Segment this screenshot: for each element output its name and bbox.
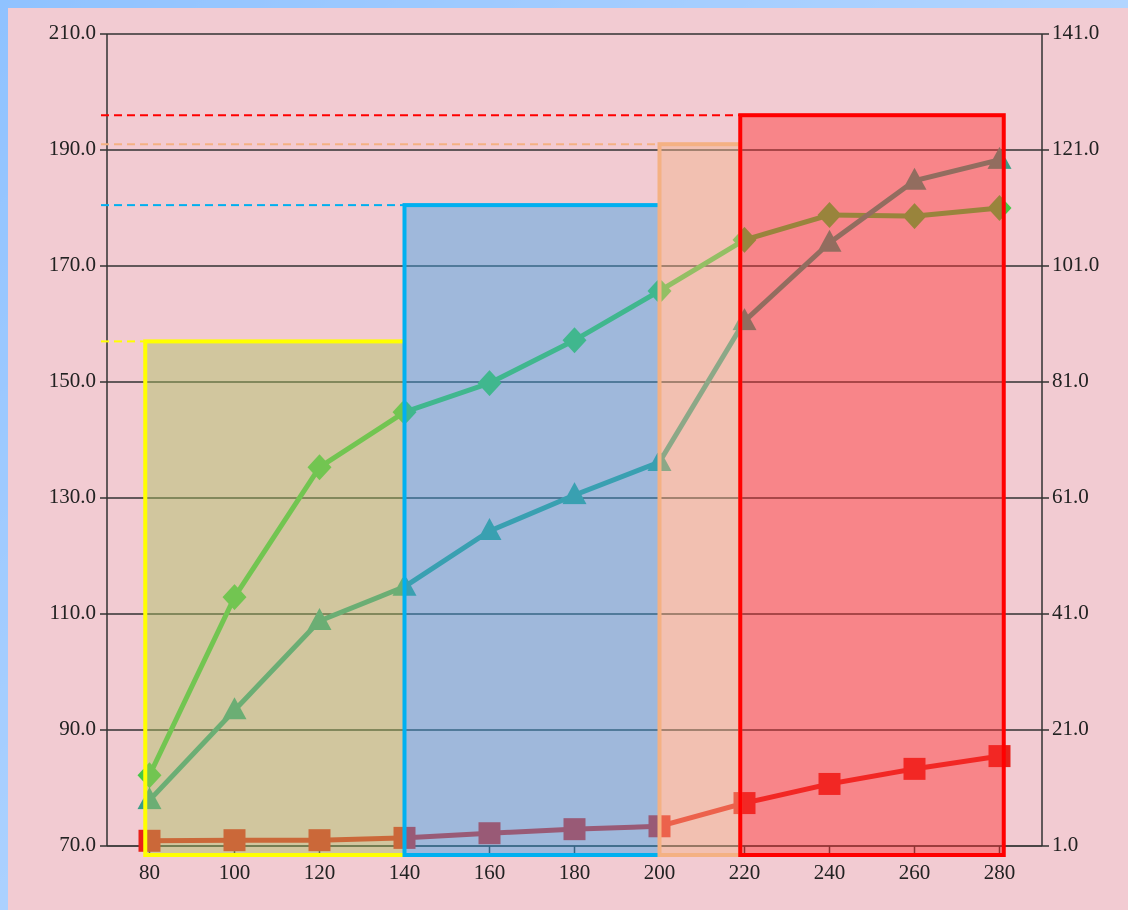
point: [308, 829, 331, 852]
region: [738, 113, 1006, 857]
x-tick-label: 80: [139, 860, 160, 884]
point: [222, 584, 247, 611]
y-tick-label: 90.0: [59, 716, 96, 740]
point: [818, 772, 841, 795]
point: [817, 201, 842, 228]
x-tick-label: 200: [644, 860, 676, 884]
x-tick-label: 220: [729, 860, 761, 884]
point: [902, 167, 927, 190]
y-tick-label: 130.0: [49, 484, 96, 508]
x-tick-label: 160: [474, 860, 506, 884]
x-tick-label: 140: [389, 860, 421, 884]
point: [817, 229, 842, 252]
x-tick-label: 260: [899, 860, 931, 884]
point: [902, 203, 927, 230]
x-tick-label: 280: [984, 860, 1016, 884]
y2-tick-label: 141.0: [1052, 20, 1099, 44]
point: [562, 327, 587, 354]
chart-background: [8, 8, 1128, 910]
point: [478, 822, 501, 845]
y2-tick-label: 121.0: [1052, 136, 1099, 160]
point: [477, 370, 502, 397]
x-tick-label: 100: [219, 860, 251, 884]
y2-tick-label: 101.0: [1052, 252, 1099, 276]
x-tick-label: 120: [304, 860, 336, 884]
region: [657, 142, 743, 857]
x-tick-label: 240: [814, 860, 846, 884]
y2-tick-label: 81.0: [1052, 368, 1089, 392]
region: [143, 339, 407, 857]
y2-tick-label: 1.0: [1052, 832, 1078, 856]
point: [222, 697, 247, 720]
y-tick-label: 190.0: [49, 136, 96, 160]
y2-tick-label: 21.0: [1052, 716, 1089, 740]
point: [307, 454, 332, 481]
point: [307, 607, 332, 630]
point: [563, 818, 586, 841]
y-tick-label: 70.0: [59, 832, 96, 856]
y2-tick-label: 41.0: [1052, 600, 1089, 624]
point: [562, 482, 587, 505]
point: [477, 518, 502, 541]
point: [903, 757, 926, 780]
region: [402, 203, 662, 858]
y2-tick-label: 61.0: [1052, 484, 1089, 508]
y-tick-label: 110.0: [50, 600, 96, 624]
x-tick-label: 180: [559, 860, 591, 884]
y-tick-label: 170.0: [49, 252, 96, 276]
y-tick-label: 150.0: [49, 368, 96, 392]
y-tick-label: 210.0: [49, 20, 96, 44]
point: [223, 829, 246, 852]
